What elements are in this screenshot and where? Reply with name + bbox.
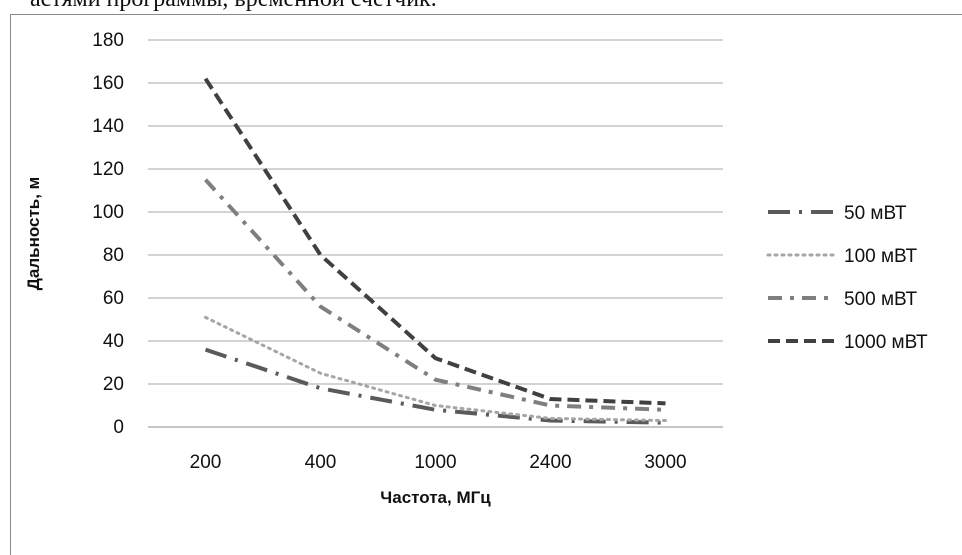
y-tick-label: 20: [103, 374, 124, 395]
series-line-4: [203, 77, 666, 406]
y-tick-label: 40: [103, 331, 124, 352]
legend-label-1: 50 мВТ: [844, 203, 907, 224]
y-tick-label: 0: [113, 417, 124, 438]
legend-label-2: 100 мВТ: [844, 246, 917, 267]
y-tick-label: 100: [92, 202, 124, 223]
y-tick-label: 60: [103, 288, 124, 309]
x-tick-label: 400: [305, 452, 337, 473]
y-tick-label: 160: [92, 73, 124, 94]
series-line-2: [204, 315, 667, 423]
gridlines: [148, 39, 723, 428]
series-line-1: [204, 347, 666, 425]
series-lines: [203, 77, 667, 425]
legend-label-4: 1000 мВТ: [844, 332, 928, 353]
legend: 50 мВТ 100 мВТ 500 мВТ 1000 мВТ: [766, 203, 928, 353]
x-tick-label: 200: [190, 452, 222, 473]
y-tick-label: 120: [92, 159, 124, 180]
y-tick-labels: 0 20 40 60 80 100 120 140 160 180: [92, 30, 124, 438]
y-tick-label: 80: [103, 245, 124, 266]
y-tick-label: 140: [92, 116, 124, 137]
x-tick-label: 1000: [414, 452, 456, 473]
x-tick-labels: 200 400 1000 2400 3000: [190, 452, 687, 473]
y-axis-title: Дальность, м: [24, 177, 43, 291]
x-tick-label: 2400: [529, 452, 571, 473]
x-axis-title: Частота, МГц: [380, 488, 491, 507]
series-line-3: [204, 178, 666, 412]
legend-label-3: 500 мВТ: [844, 289, 917, 310]
x-tick-label: 3000: [644, 452, 686, 473]
caption-fragment: астями программы, временной счетчик.: [30, 0, 437, 13]
y-tick-label: 180: [92, 30, 124, 51]
chart-frame: [10, 14, 962, 555]
line-chart: 0 20 40 60 80 100 120 140 160 180 200 400 1000 2400 3…: [24, 30, 928, 507]
